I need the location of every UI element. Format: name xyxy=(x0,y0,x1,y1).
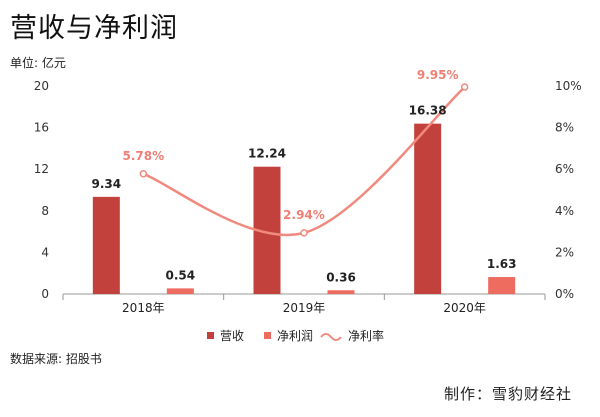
y2-tick-label: 8% xyxy=(555,121,574,135)
legend-label: 净利率 xyxy=(348,328,384,343)
net-margin-point xyxy=(139,170,148,178)
net-profit-value-label: 0.54 xyxy=(166,268,196,282)
y2-tick-label: 10% xyxy=(555,79,582,93)
x-tick-label: 2018年 xyxy=(122,301,165,315)
revenue-bar xyxy=(92,196,120,294)
net-profit-value-label: 1.63 xyxy=(487,257,517,271)
line-layer xyxy=(139,83,469,237)
net-profit-bar xyxy=(327,290,355,294)
chart-canvas: 0 4 8 12 16 20 0% 2% 4% 6% 8% 10% 2018年 2019年 2020年 9.… xyxy=(34,68,582,343)
y2-tick-label: 2% xyxy=(555,245,574,259)
y2-tick-label: 4% xyxy=(555,204,574,218)
net-margin-point xyxy=(300,229,308,237)
legend-label: 净利润 xyxy=(277,329,313,343)
x-tick-label: 2019年 xyxy=(283,301,326,315)
unit-label: 单位: 亿元 xyxy=(10,56,66,70)
legend-swatch-revenue xyxy=(207,332,214,339)
x-tick-label: 2020年 xyxy=(443,301,486,315)
net-profit-bar xyxy=(488,277,516,294)
net-margin-point xyxy=(460,83,469,91)
net-margin-value-label: 2.94% xyxy=(283,208,325,222)
net-profit-value-label: 0.36 xyxy=(326,270,356,284)
bars-layer xyxy=(92,123,516,294)
y-tick-label: 4 xyxy=(41,245,49,259)
chart-title: 营收与净利润 xyxy=(10,13,178,44)
revenue-bar xyxy=(414,123,442,294)
legend: 营收 净利润 净利率 xyxy=(207,328,384,343)
axes-layer: 0 4 8 12 16 20 0% 2% 4% 6% 8% 10% 2018年 2019年 2020年 xyxy=(34,79,582,315)
labels-layer: 9.34 12.24 16.38 0.54 0.36 1.63 5.78% 2.94% 9.95… xyxy=(92,68,517,284)
y-tick-label: 8 xyxy=(41,204,49,218)
credit-label: 制作：雪豹财经社 xyxy=(443,385,572,403)
y-tick-label: 16 xyxy=(34,121,49,135)
net-margin-value-label: 9.95% xyxy=(417,68,459,82)
y-tick-label: 0 xyxy=(41,287,49,301)
y2-tick-label: 0% xyxy=(555,287,574,301)
source-label: 数据来源: 招股书 xyxy=(10,352,102,366)
legend-label: 营收 xyxy=(220,329,244,343)
y-tick-label: 12 xyxy=(34,162,49,176)
revenue-value-label: 12.24 xyxy=(248,147,286,161)
net-margin-value-label: 5.78% xyxy=(123,149,165,163)
y2-tick-label: 6% xyxy=(555,162,574,176)
net-profit-bar xyxy=(166,288,194,294)
y-tick-label: 20 xyxy=(34,79,49,93)
revenue-value-label: 9.34 xyxy=(92,177,122,191)
revenue-value-label: 16.38 xyxy=(409,104,447,118)
legend-swatch-net-profit xyxy=(264,332,271,339)
legend-swatch-net-margin xyxy=(320,333,342,341)
